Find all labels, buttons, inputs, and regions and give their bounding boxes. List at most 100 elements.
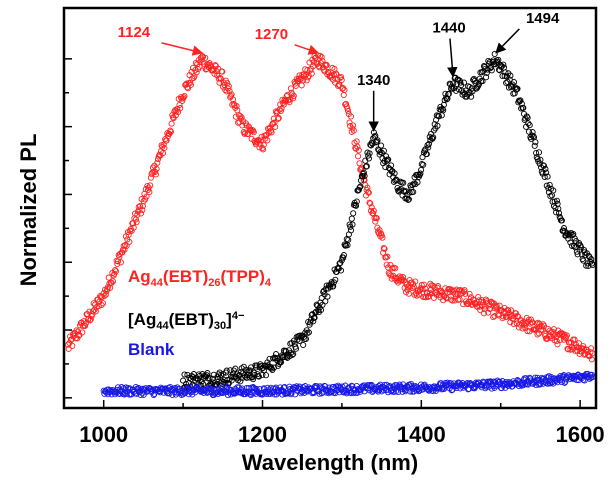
data-point (544, 173, 551, 180)
data-point (529, 319, 536, 326)
data-point (524, 328, 531, 335)
peak-label-1494: 1494 (526, 10, 560, 27)
data-point (448, 387, 455, 394)
data-point (348, 215, 355, 222)
data-point (146, 189, 153, 196)
data-point (526, 122, 533, 129)
data-point (365, 189, 372, 196)
data-point (352, 202, 360, 209)
data-point (430, 134, 437, 141)
data-point (456, 296, 463, 303)
data-point (272, 351, 280, 358)
data-point (287, 391, 294, 398)
data-point (490, 314, 497, 321)
data-point (389, 168, 396, 175)
data-point (426, 290, 433, 297)
data-point (167, 127, 174, 134)
data-point (378, 142, 385, 149)
data-point (225, 385, 232, 392)
data-point (466, 290, 473, 297)
data-point (229, 96, 237, 103)
data-point (553, 197, 560, 204)
data-point (550, 187, 557, 194)
data-point (491, 313, 498, 320)
data-point (250, 129, 257, 136)
data-point (393, 177, 400, 184)
data-point (561, 379, 568, 386)
data-point (373, 215, 380, 222)
data-point (544, 380, 551, 387)
data-point (323, 61, 330, 69)
data-point (503, 79, 510, 86)
data-point (98, 301, 105, 309)
data-point (355, 153, 362, 160)
data-point (222, 385, 229, 392)
data-point (347, 113, 355, 120)
data-point (588, 356, 595, 363)
data-point (223, 367, 230, 374)
data-point (522, 375, 530, 382)
data-point (167, 128, 174, 135)
data-point (376, 226, 383, 234)
data-point (153, 165, 160, 172)
data-point (506, 76, 513, 83)
data-point (487, 298, 495, 305)
data-point (372, 218, 379, 225)
data-point (212, 382, 219, 389)
data-point (137, 210, 144, 217)
data-point (507, 72, 514, 79)
data-point (461, 287, 468, 294)
data-points-layer (64, 50, 596, 399)
data-point (367, 200, 374, 207)
x-tick-labels: 1000 1200 1400 1600 (79, 422, 604, 447)
data-point (499, 72, 506, 80)
data-point (400, 179, 407, 186)
data-point (290, 92, 297, 99)
data-point (534, 331, 541, 338)
data-point (588, 256, 595, 263)
data-point (271, 119, 278, 126)
data-point (315, 63, 322, 70)
data-point (391, 170, 398, 177)
data-point (453, 384, 460, 392)
data-point (457, 286, 464, 294)
data-point (74, 328, 82, 335)
data-point (290, 95, 297, 102)
data-point (136, 206, 143, 213)
x-axis-title: Wavelength (nm) (242, 450, 418, 475)
data-point (479, 78, 486, 85)
data-point (443, 295, 450, 302)
data-point (381, 245, 388, 252)
data-point (87, 317, 94, 324)
data-point (468, 93, 475, 100)
data-point (414, 179, 421, 186)
data-point (510, 321, 517, 328)
data-point (566, 231, 573, 238)
data-point (133, 219, 140, 226)
data-point (356, 184, 363, 191)
data-point (274, 108, 281, 115)
data-point (187, 81, 194, 88)
data-point (300, 341, 307, 349)
legend-entry-2: [Ag44(EBT)30]4− (128, 310, 244, 332)
data-point (477, 307, 484, 314)
x-tick-label: 1200 (238, 422, 287, 447)
data-point (223, 88, 230, 95)
data-point (425, 293, 432, 300)
data-point (420, 161, 427, 168)
data-point (500, 61, 507, 68)
data-point (117, 259, 124, 266)
data-point (144, 182, 151, 190)
data-point (525, 120, 532, 127)
data-point (260, 146, 267, 153)
data-point (180, 94, 187, 101)
data-point (222, 86, 229, 93)
data-point (335, 82, 342, 90)
data-point (200, 380, 207, 388)
data-point (332, 70, 340, 77)
data-point (64, 341, 72, 348)
data-point (308, 70, 315, 77)
data-point (290, 350, 297, 358)
data-point (349, 221, 356, 228)
data-point (405, 290, 412, 297)
